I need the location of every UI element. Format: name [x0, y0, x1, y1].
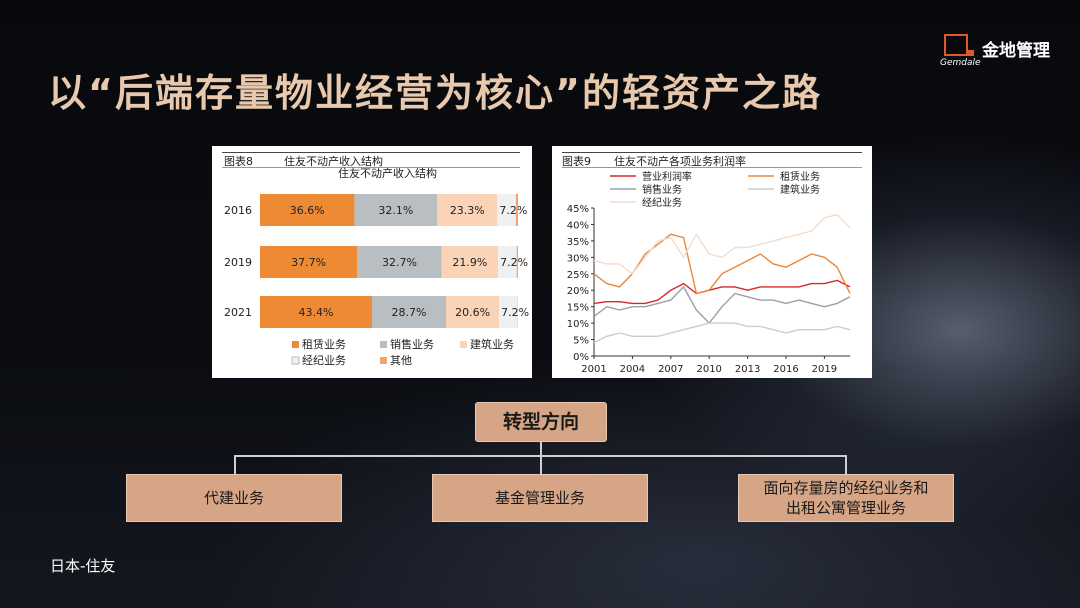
legend-swatch [380, 341, 387, 348]
bar-category-label: 2019 [224, 256, 252, 269]
logo-name-en: Gemdale [940, 58, 981, 68]
bar-segment [441, 246, 499, 278]
bar-segment [499, 296, 518, 328]
bar-segment [497, 194, 516, 226]
source-footer: 日本-住友 [50, 557, 116, 575]
x-tick-label: 2007 [658, 364, 683, 375]
bar-value-label: 28.7% [392, 306, 427, 319]
bar-value-label: 36.6% [290, 204, 325, 217]
legend-swatch [380, 357, 387, 364]
y-tick-label: 15% [567, 303, 589, 314]
series-line [593, 286, 851, 324]
bar-value-label: 43.4% [299, 306, 334, 319]
bar-segment [260, 246, 358, 278]
y-tick-label: 30% [567, 253, 589, 264]
x-tick-label: 2016 [773, 364, 798, 375]
bar-value-label: 21.9% [452, 256, 487, 269]
bar-value-label: 37.7% [291, 256, 326, 269]
panel1-sub-rule [222, 167, 520, 168]
bar-category-label: 2016 [224, 204, 252, 217]
x-tick-label: 2019 [812, 364, 837, 375]
panel2-top-rule [562, 152, 862, 153]
y-tick-label: 20% [567, 286, 589, 297]
y-tick-label: 40% [567, 220, 589, 231]
bar-segment [260, 194, 355, 226]
series-line [593, 233, 851, 295]
bar-segment [498, 246, 517, 278]
series-line [593, 322, 851, 344]
y-tick-label: 25% [567, 270, 589, 281]
legend-label: 其他 [390, 354, 412, 367]
series-line [593, 213, 851, 275]
y-tick-label: 5% [573, 336, 589, 347]
legend-label: 建筑业务 [470, 337, 514, 351]
x-tick-label: 2013 [735, 364, 760, 375]
bar-value-label: 7.2% [501, 306, 529, 319]
y-tick-label: 10% [567, 319, 589, 330]
agent-construction-box: 代建业务 [126, 474, 342, 522]
bar-value-label: 32.1% [378, 204, 413, 217]
tree-branch-middle [540, 455, 542, 474]
bar-segment [260, 296, 372, 328]
legend-swatch [292, 341, 299, 348]
figure8-label: 图表8 [224, 155, 253, 168]
y-tick-label: 45% [567, 204, 589, 215]
bar-segment [354, 194, 438, 226]
legend-swatch [291, 356, 300, 365]
figure8-title: 住友不动产收入结构 [284, 155, 383, 168]
bar-value-label: 20.6% [455, 306, 490, 319]
bar-value-label: 32.7% [382, 256, 417, 269]
legend-label: 租赁业务 [780, 170, 820, 183]
legend-label: 经纪业务 [642, 196, 682, 209]
bar-segment [371, 296, 447, 328]
legend-label: 销售业务 [390, 337, 434, 351]
slide-title: 以“后端存量物业经营为核心”的轻资产之路 [48, 71, 822, 115]
company-logo: 金地管理 Gemdale [940, 34, 1060, 74]
bar-chart-title: 住友不动产收入结构 [338, 167, 437, 180]
gemdale-logo-icon [944, 34, 974, 56]
y-tick-label: 35% [567, 237, 589, 248]
profit-margin-panel: 图表9 住友不动产各项业务利润率 0% 5% 10% 15% 20% 25% 30% 35% 4… [552, 146, 872, 378]
brokerage-rental-box: 面向存量房的经纪业务和 出租公寓管理业务 [738, 474, 954, 522]
bar-segment [357, 246, 442, 278]
x-tick-label: 2001 [581, 364, 606, 375]
panel2-sub-rule [562, 167, 862, 168]
y-tick-label: 0% [573, 352, 589, 363]
transform-direction-box: 转型方向 [475, 402, 607, 442]
bar-segment [437, 194, 498, 226]
bar-value-label: 7.2% [500, 256, 528, 269]
bar-category-label: 2021 [224, 306, 252, 319]
tree-branch-right [845, 455, 847, 474]
bar-segment [446, 296, 500, 328]
legend-swatch [460, 341, 467, 348]
bar-value-label: 7.2% [499, 204, 527, 217]
line-chart: 0% 5% 10% 15% 20% 25% 30% 35% 40% 45% 2001 2004 2007… [567, 170, 851, 375]
tree-stem-line [540, 442, 542, 456]
legend-label: 建筑业务 [780, 183, 820, 196]
stacked-bar-chart: 2016 36.6% 32.1% 23.3% 7.2% 2019 37.7% 32.7% 21.… [224, 194, 529, 367]
bar-segment [516, 246, 518, 278]
figure9-label: 图表9 [562, 155, 591, 168]
revenue-structure-panel: 图表8 住友不动产收入结构 住友不动产收入结构 2016 36.6% 32.1% 23… [212, 146, 532, 378]
bar-segment [515, 194, 518, 226]
bar-value-label: 23.3% [450, 204, 485, 217]
legend-label: 租赁业务 [302, 337, 346, 351]
series-line [593, 279, 851, 305]
legend-label: 营业利润率 [642, 170, 692, 183]
fund-management-box: 基金管理业务 [432, 474, 648, 522]
panel1-top-rule [222, 152, 520, 153]
legend-label: 经纪业务 [302, 354, 346, 367]
tree-branch-left [234, 455, 236, 474]
x-tick-label: 2010 [696, 364, 721, 375]
legend-label: 销售业务 [642, 183, 682, 196]
logo-name-cn: 金地管理 [982, 41, 1050, 61]
x-tick-label: 2004 [620, 364, 645, 375]
figure9-title: 住友不动产各项业务利润率 [614, 155, 746, 168]
